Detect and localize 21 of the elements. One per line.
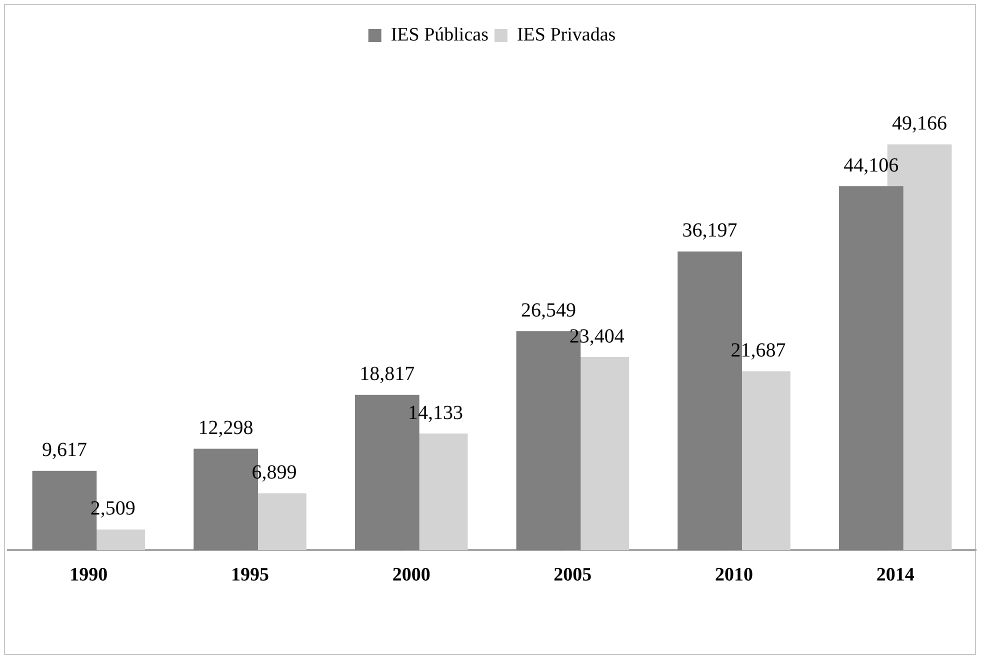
data-label: 44,106 [844, 154, 899, 176]
x-tick-label: 2005 [554, 564, 592, 586]
data-label: 26,549 [520, 299, 576, 322]
data-label: 12,298 [198, 416, 254, 439]
data-label: 36,197 [682, 220, 738, 242]
legend-label: IES Privadas [516, 24, 616, 46]
legend-label: IES Públicas [390, 24, 488, 46]
x-tick-label: 1990 [70, 564, 108, 586]
data-label: 6,899 [252, 462, 297, 484]
data-label: 9,617 [42, 439, 87, 462]
data-label: 14,133 [408, 402, 464, 424]
x-tick-label: 2014 [876, 564, 915, 586]
data-label: 21,687 [730, 339, 786, 362]
x-tick-label: 2010 [715, 564, 753, 586]
data-label: 2,509 [90, 498, 136, 520]
x-tick-label: 1995 [231, 564, 269, 586]
x-tick-label: 2000 [392, 564, 430, 586]
bar [838, 186, 904, 550]
data-label: 49,166 [892, 112, 948, 135]
data-label: 18,817 [360, 363, 415, 386]
data-label: 23,404 [569, 325, 624, 348]
